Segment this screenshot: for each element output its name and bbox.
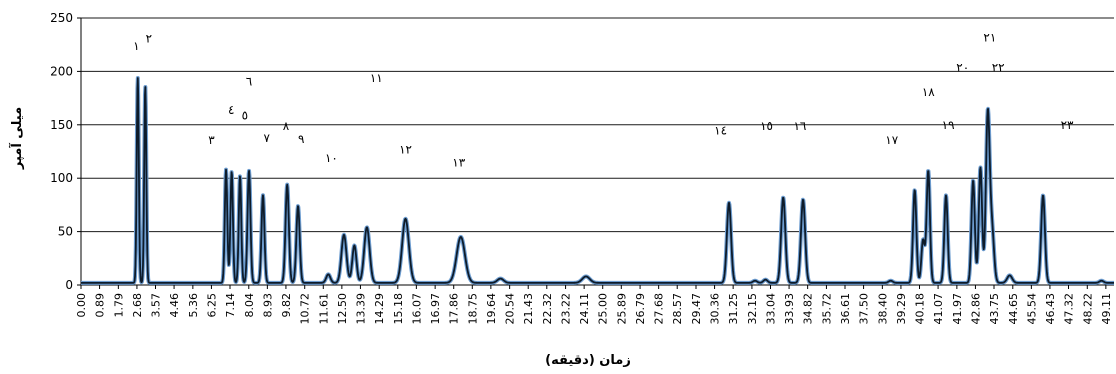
signal-trace bbox=[80, 77, 1115, 284]
x-tick-label: 37.50 bbox=[858, 293, 871, 325]
x-tick-label: 25.89 bbox=[615, 293, 628, 325]
x-tick-label: 11.61 bbox=[317, 293, 330, 325]
peak-label: ٨ bbox=[283, 119, 290, 133]
x-tick-label: 0.89 bbox=[94, 293, 107, 318]
peak-label: ٢٣ bbox=[1061, 118, 1074, 132]
x-tick-label: 8.04 bbox=[243, 293, 256, 318]
x-tick-label: 22.32 bbox=[541, 293, 554, 325]
x-tick-label: 17.86 bbox=[448, 293, 461, 325]
x-axis: 0.00 0.89 1.79 2.68 3.57 4.46 5.36 6.25 7.14 8.04… bbox=[75, 284, 1114, 325]
y-tick-label: 200 bbox=[50, 64, 73, 78]
peak-label: ٩ bbox=[298, 132, 304, 146]
x-tick-label: 25.00 bbox=[597, 293, 610, 325]
peak-label: ١٤ bbox=[714, 123, 727, 137]
gridlines bbox=[81, 17, 1114, 233]
peak-label: ١٢ bbox=[399, 143, 412, 157]
x-tick-label: 49.11 bbox=[1100, 293, 1113, 325]
peak-label: ٦ bbox=[246, 74, 252, 88]
x-tick-label: 48.22 bbox=[1081, 293, 1094, 325]
x-tick-label: 47.32 bbox=[1063, 293, 1076, 325]
x-tick-label: 38.40 bbox=[876, 293, 889, 325]
x-tick-label: 41.07 bbox=[932, 293, 945, 325]
peak-label: ١٨ bbox=[922, 85, 935, 99]
x-tick-label: 3.57 bbox=[150, 293, 163, 318]
peak-label: ٢٠ bbox=[956, 60, 969, 74]
y-tick-label: 250 bbox=[50, 11, 73, 25]
y-tick-label: 150 bbox=[50, 118, 73, 132]
peak-label: ٤ bbox=[228, 103, 234, 117]
x-tick-label: 32.15 bbox=[746, 293, 759, 325]
peak-label: ١٣ bbox=[452, 155, 465, 169]
x-tick-label: 43.75 bbox=[988, 293, 1001, 325]
peak-label: ٢١ bbox=[983, 30, 996, 44]
y-axis: 0 50 100 150 200 250 bbox=[50, 11, 82, 292]
x-tick-label: 29.47 bbox=[690, 293, 703, 325]
peak-label: ٥ bbox=[242, 108, 248, 122]
x-tick-label: 35.72 bbox=[820, 293, 833, 325]
x-tick-label: 23.22 bbox=[560, 293, 573, 325]
peak-label: ٢ bbox=[146, 32, 152, 46]
x-axis-title: زمان (دقیقه) bbox=[545, 353, 631, 368]
x-tick-label: 39.29 bbox=[895, 293, 908, 325]
y-tick-label: 50 bbox=[58, 225, 73, 239]
x-tick-label: 27.68 bbox=[653, 293, 666, 325]
x-tick-label: 31.25 bbox=[727, 293, 740, 325]
x-tick-label: 16.07 bbox=[410, 293, 423, 325]
x-tick-label: 18.75 bbox=[466, 293, 479, 325]
peak-label: ١٦ bbox=[793, 119, 806, 133]
y-axis-title: میلی آمپر bbox=[8, 107, 25, 170]
x-tick-label: 4.46 bbox=[168, 293, 181, 318]
x-tick-label: 15.18 bbox=[392, 293, 405, 325]
peak-label: ١٠ bbox=[325, 151, 338, 165]
peak-label: ٣ bbox=[208, 133, 215, 147]
x-tick-label: 5.36 bbox=[187, 293, 200, 318]
peak-label: ١ bbox=[133, 39, 139, 53]
peak-label: ١٧ bbox=[885, 133, 898, 147]
x-tick-label: 34.82 bbox=[802, 293, 815, 325]
y-tick-label: 0 bbox=[65, 278, 73, 292]
x-tick-label: 45.54 bbox=[1025, 293, 1038, 325]
x-tick-label: 1.79 bbox=[112, 293, 125, 318]
peak-label: ٢٢ bbox=[992, 60, 1005, 74]
x-tick-label: 7.14 bbox=[224, 293, 237, 318]
x-tick-label: 42.86 bbox=[969, 293, 982, 325]
x-tick-label: 40.18 bbox=[914, 293, 927, 325]
x-tick-label: 20.54 bbox=[504, 293, 517, 325]
x-tick-label: 26.79 bbox=[634, 293, 647, 325]
x-tick-label: 6.25 bbox=[205, 293, 218, 318]
x-tick-label: 19.64 bbox=[485, 293, 498, 325]
x-tick-label: 41.97 bbox=[951, 293, 964, 325]
x-tick-label: 13.39 bbox=[354, 293, 367, 325]
x-tick-label: 21.43 bbox=[522, 293, 535, 325]
y-tick-label: 100 bbox=[50, 171, 73, 185]
x-tick-label: 16.97 bbox=[429, 293, 442, 325]
x-tick-label: 33.04 bbox=[765, 293, 778, 325]
peak-label: ١٥ bbox=[760, 119, 773, 133]
signal-trace-shadow bbox=[79, 76, 1116, 285]
x-tick-label: 9.82 bbox=[280, 293, 293, 318]
x-tick-label: 0.00 bbox=[75, 293, 88, 318]
x-tick-label: 10.72 bbox=[299, 293, 312, 325]
x-tick-label: 46.43 bbox=[1044, 293, 1057, 325]
x-tick-label: 30.36 bbox=[709, 293, 722, 325]
x-tick-label: 8.93 bbox=[261, 293, 274, 318]
x-tick-label: 24.11 bbox=[578, 293, 591, 325]
x-tick-label: 12.50 bbox=[336, 293, 349, 325]
x-tick-label: 28.57 bbox=[671, 293, 684, 325]
peak-label: ١١ bbox=[370, 71, 383, 85]
x-tick-label: 44.65 bbox=[1007, 293, 1020, 325]
peak-label: ٧ bbox=[264, 131, 271, 145]
x-tick-label: 2.68 bbox=[131, 293, 144, 318]
peak-label: ١٩ bbox=[942, 118, 955, 132]
x-tick-label: 14.29 bbox=[373, 293, 386, 325]
x-tick-label: 33.93 bbox=[783, 293, 796, 325]
x-tick-label: 36.61 bbox=[839, 293, 852, 325]
